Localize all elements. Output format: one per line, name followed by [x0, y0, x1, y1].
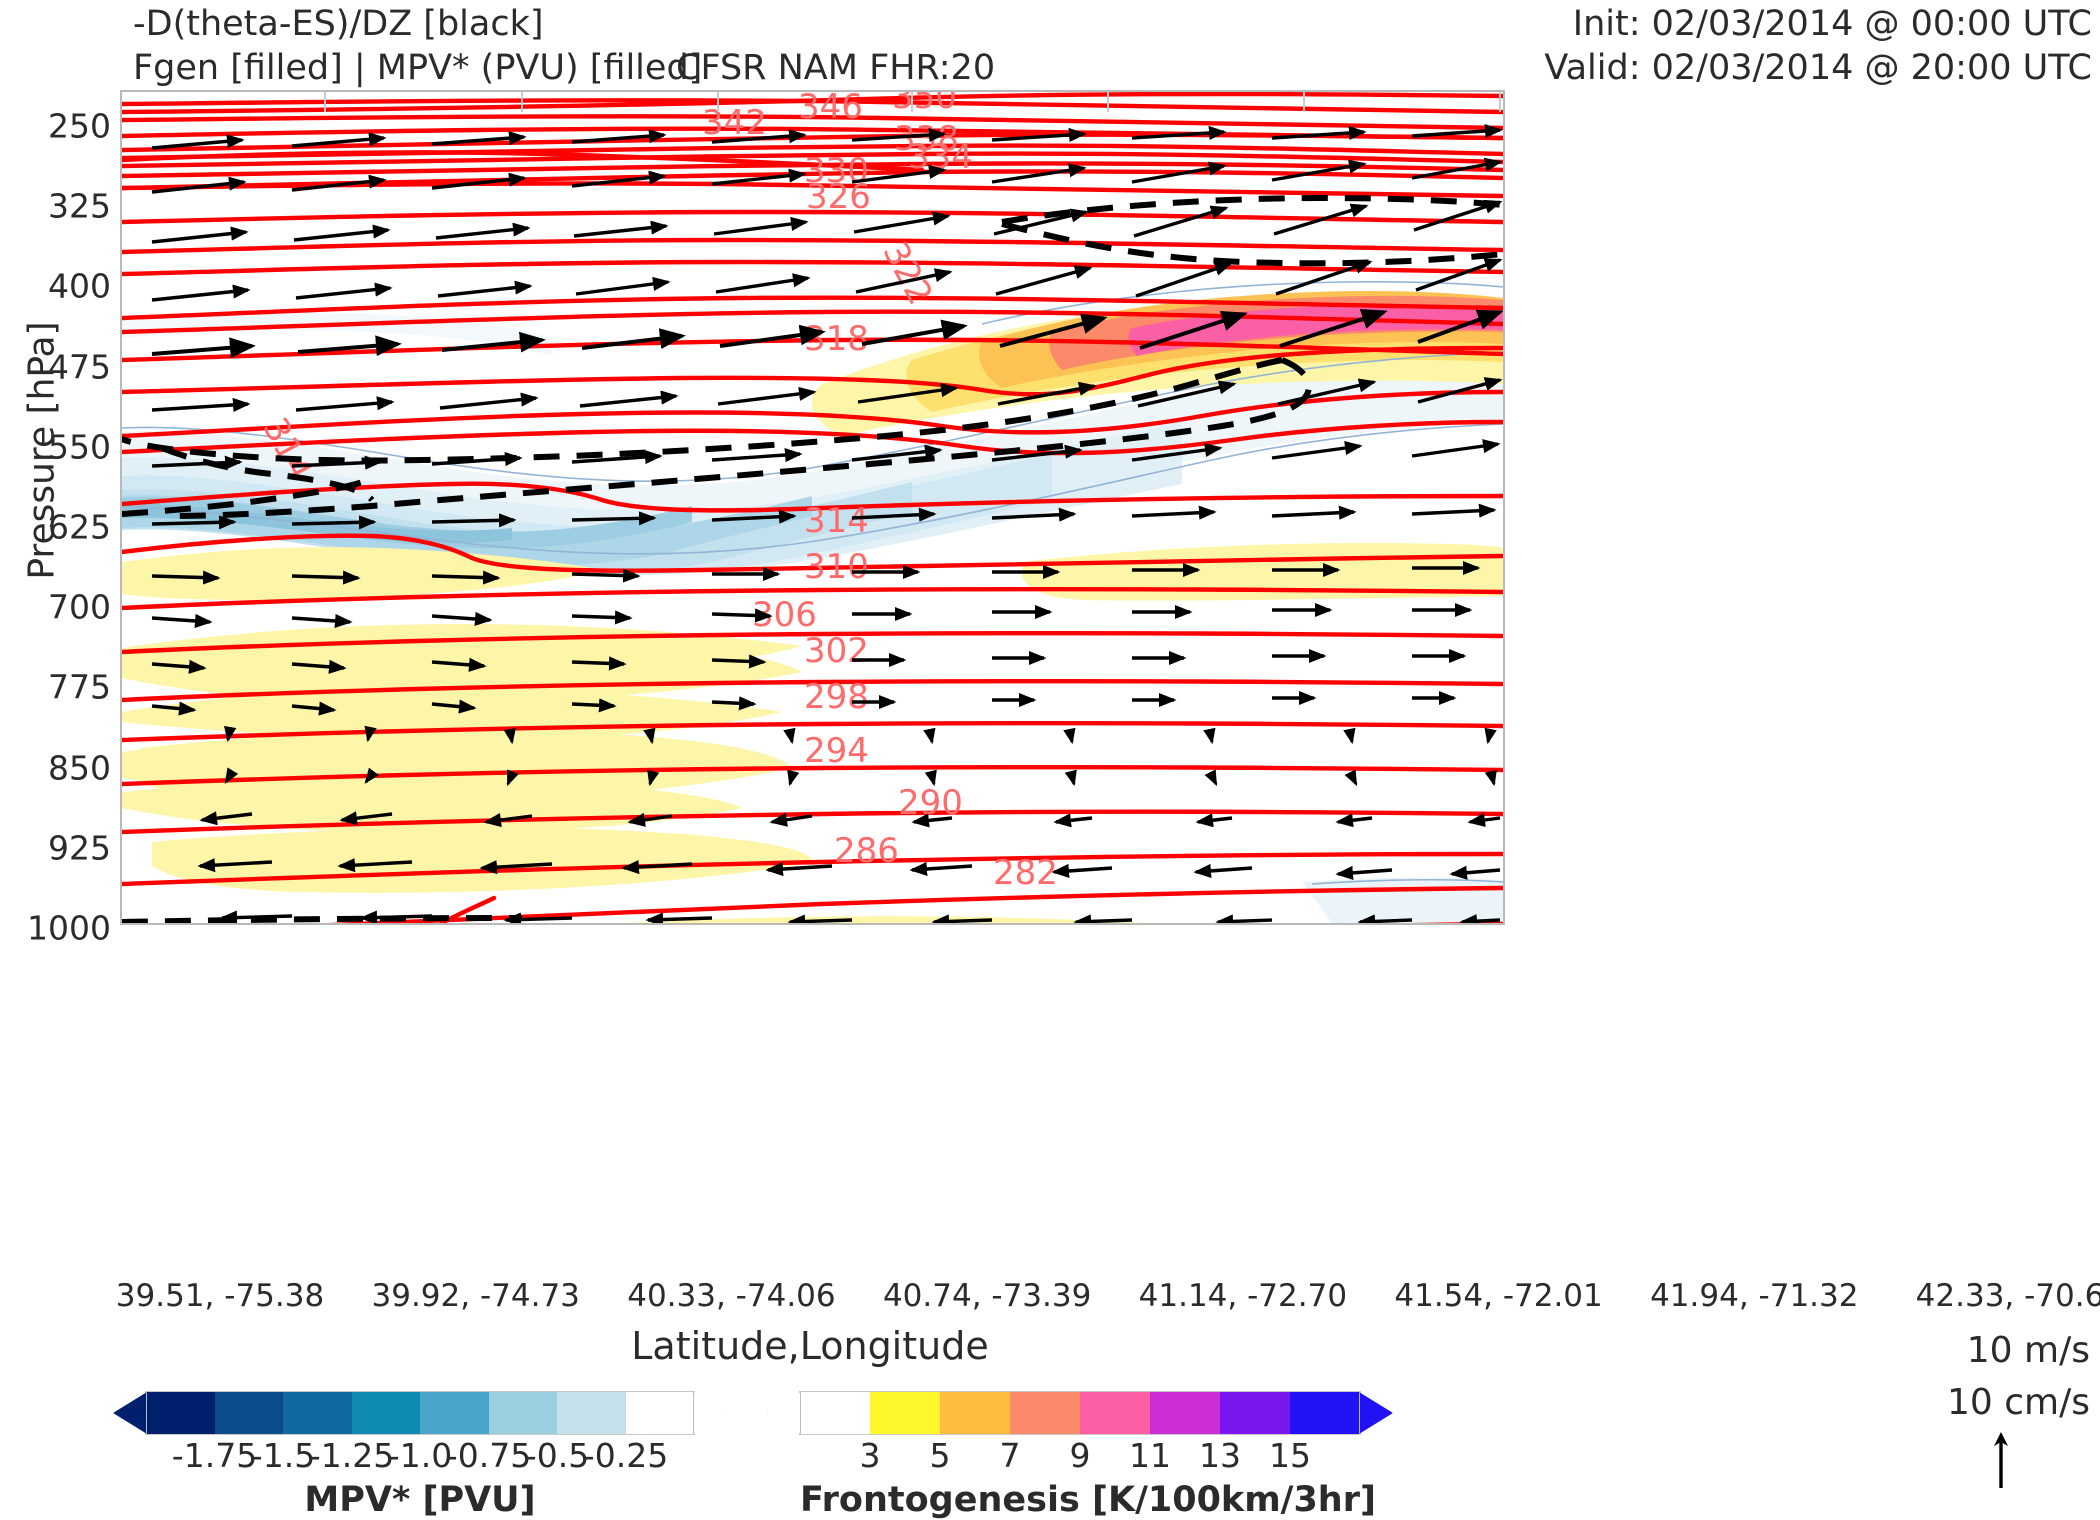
colorbar-segment: [1150, 1392, 1220, 1434]
svg-text:310: 310: [804, 547, 869, 587]
x-axis-tick: 42.33, -70.6: [1915, 1278, 2100, 1314]
colorbar-tick: -1.75: [171, 1436, 258, 1475]
x-axis-title: Latitude,Longitude: [631, 1324, 989, 1368]
mpv-patch-upper: [122, 312, 552, 356]
svg-text:338: 338: [894, 119, 959, 159]
svg-text:286: 286: [834, 831, 899, 871]
wind-scale-arrow-icon: [1994, 1432, 2008, 1488]
x-axis-tick: 41.14, -72.70: [1138, 1278, 1348, 1314]
y-axis-tick: 925: [48, 828, 111, 868]
colorbar-tick: 9: [1069, 1436, 1091, 1475]
colorbar-segment: [1080, 1392, 1150, 1434]
dtheta-es-dz-contours: [122, 194, 1503, 923]
svg-text:294: 294: [804, 731, 869, 771]
y-axis-tick: 475: [48, 347, 111, 387]
fgen-colorbar-bar: [767, 1391, 1393, 1435]
colorbar-tick: 3: [859, 1436, 881, 1475]
svg-text:346: 346: [798, 92, 863, 127]
cross-section-plot: 342 346 350 338 334 330 326 322 318 314 …: [120, 90, 1505, 925]
y-axis-tick: 400: [48, 266, 111, 306]
colorbar-tick: -0.75: [445, 1436, 532, 1475]
y-axis-tick: 625: [48, 507, 111, 547]
colorbar-segment: [870, 1392, 940, 1434]
title-line2-left: Fgen [filled] | MPV* (PVU) [filled]: [133, 48, 703, 88]
colorbar-segment: [351, 1392, 420, 1434]
colorbar-tick: 5: [929, 1436, 951, 1475]
x-axis-tick: 41.54, -72.01: [1394, 1278, 1603, 1314]
mpv-colorbar: MPV* [PVU] -1.75 -1.5 -1.25 -1.0 -0.75 -0.5 -0…: [113, 1391, 727, 1520]
colorbar-segment: [1220, 1392, 1290, 1434]
title-line1-left: -D(theta-ES)/DZ [black]: [133, 4, 544, 44]
top-gridlines: [324, 92, 1501, 112]
y-axis-tick: 550: [48, 427, 111, 467]
colorbar-tick: 13: [1199, 1436, 1241, 1475]
model-run-label: CFSR NAM FHR:20: [676, 48, 996, 88]
mpv-colorbar-bar: [113, 1391, 727, 1435]
colorbar-extend-low: [767, 1392, 801, 1434]
circulation-vectors: [151, 123, 1503, 923]
y-axis-tick: 250: [48, 106, 111, 146]
colorbar-segment: [625, 1392, 694, 1434]
y-axis-tick: 325: [48, 186, 111, 226]
svg-text:298: 298: [804, 677, 869, 717]
x-axis-tick: 40.33, -74.06: [627, 1278, 836, 1314]
colorbar-segment: [1290, 1392, 1360, 1434]
cross-section-canvas: 342 346 350 338 334 330 326 322 318 314 …: [122, 92, 1503, 923]
svg-text:290: 290: [898, 783, 963, 823]
y-axis-tick: 1000: [27, 908, 111, 948]
colorbar-extend-high: [693, 1392, 727, 1434]
y-axis-ticks: 250 325 400 475 550 625 700 775 850 925 1000: [0, 90, 112, 948]
wind-scale-vertical: 10 cm/s: [1947, 1382, 2090, 1423]
colorbar-segment: [420, 1392, 489, 1434]
x-axis-tick: 40.74, -73.39: [882, 1278, 1092, 1314]
svg-text:318: 318: [804, 319, 869, 359]
colorbar-segment: [940, 1392, 1010, 1434]
colorbar-segment: [1010, 1392, 1080, 1434]
y-axis-tick: 775: [48, 667, 111, 707]
colorbar-tick: -0.25: [582, 1436, 669, 1475]
svg-text:326: 326: [806, 177, 871, 217]
svg-text:302: 302: [804, 631, 869, 671]
valid-time-label: Valid: 02/03/2014 @ 20:00 UTC: [1544, 48, 2092, 88]
colorbar-segment: [214, 1392, 283, 1434]
svg-text:342: 342: [702, 103, 767, 143]
init-time-label: Init: 02/03/2014 @ 00:00 UTC: [1572, 4, 2092, 44]
mpv-contour-lines: [122, 281, 1503, 885]
svg-text:282: 282: [993, 853, 1058, 893]
svg-text:330: 330: [804, 151, 869, 191]
x-axis-tick: 41.94, -71.32: [1650, 1278, 1859, 1314]
mpv-colorbar-title: MPV* [PVU]: [304, 1480, 536, 1520]
x-axis-ticks: 39.51, -75.38 39.92, -74.73 40.33, -74.06 4…: [0, 1278, 2100, 1318]
colorbar-extend-high: [1359, 1392, 1393, 1434]
x-axis-tick: 39.51, -75.38: [115, 1278, 325, 1314]
colorbar-segment: [488, 1392, 557, 1434]
fgen-band-850: [152, 827, 812, 893]
wind-scale-horizontal: 10 m/s: [1966, 1330, 2090, 1371]
svg-text:350: 350: [892, 92, 957, 117]
colorbar-segment: [283, 1392, 352, 1434]
colorbar-tick: -1.5: [250, 1436, 316, 1475]
colorbar-tick: 11: [1129, 1436, 1171, 1475]
colorbar-segment: [557, 1392, 626, 1434]
svg-text:314: 314: [804, 501, 869, 541]
fgen-colorbar: Frontogenesis [K/100km/3hr] 3 5 7 9 11 13 15: [767, 1391, 1393, 1520]
fgen-band-925: [624, 916, 1146, 923]
colorbar-tick: 15: [1269, 1436, 1311, 1475]
colorbar-tick: -1.25: [308, 1436, 395, 1475]
colorbar-segment: [800, 1392, 870, 1434]
colorbar-tick: -1.0: [387, 1436, 453, 1475]
y-axis-tick: 850: [48, 748, 111, 788]
mpv-band-6: [122, 497, 692, 549]
x-axis-tick: 39.92, -74.73: [371, 1278, 580, 1314]
y-axis-title: Pressure [hPa]: [21, 321, 63, 580]
y-axis-tick: 700: [48, 587, 111, 627]
fgen-band-lower: [142, 730, 792, 805]
colorbar-extend-low: [113, 1392, 147, 1434]
colorbar-tick: 7: [999, 1436, 1021, 1475]
fgen-colorbar-title: Frontogenesis [K/100km/3hr]: [800, 1480, 1376, 1520]
colorbar-segment: [146, 1392, 215, 1434]
colorbar-tick: -0.5: [524, 1436, 590, 1475]
mpv-patch-lower-right: [1302, 877, 1503, 923]
